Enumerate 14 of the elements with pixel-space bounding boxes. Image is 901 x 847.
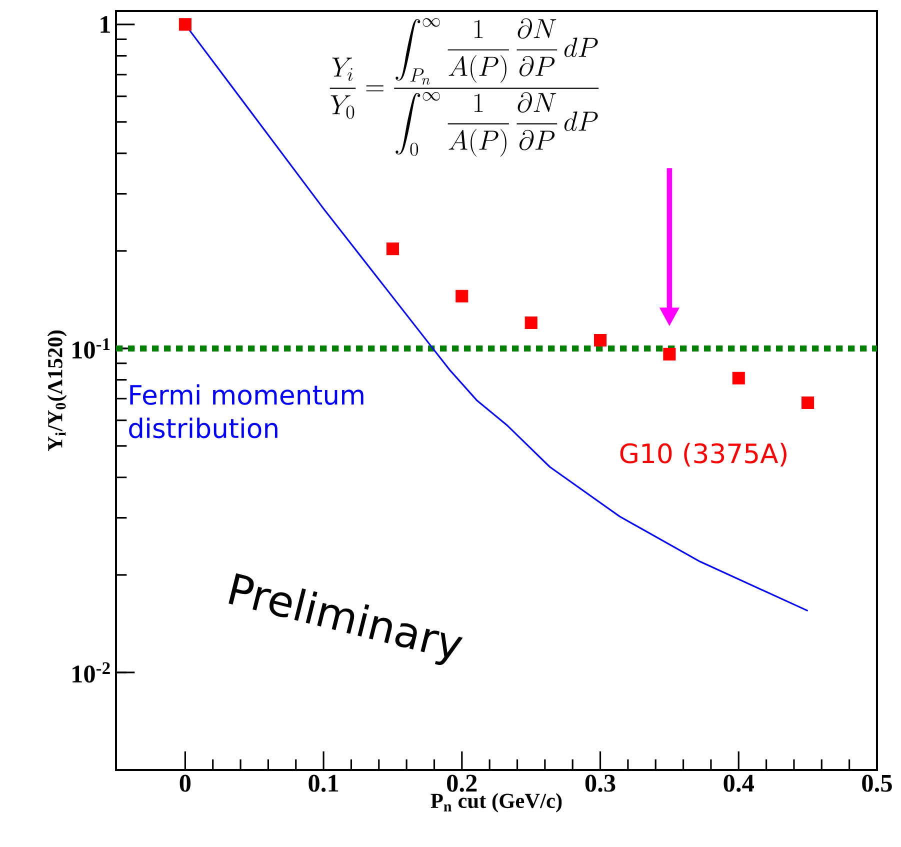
x-tick-label: 0.2 [447,774,477,792]
x-tick-label: 0.5 [862,774,892,792]
x-tick-label: 0.3 [585,774,616,792]
x-tick-label: 0.1 [308,774,338,792]
series-label: G10 (3375A) [620,442,786,467]
y-tick-label: 10$^{-2}$ [72,662,110,683]
text: Fermi momentum distribution [129,384,364,438]
y-tick-label: 1 [100,16,110,33]
y-axis-title: Y$_{i}$/Y$_{0}$(Λ1520) [47,330,67,452]
annotation: $\dfrac{Y_i}{Y_0}=\dfrac{\displaystyle\int_{P_n}^{\infty}\dfrac{1}{A(P)}\,\dfrac{\partial N}{\partial P}\,dP}{\displaystyle\int_{0}^{\infty}\dfrac{1}{A(P)}\,\dfrac{\partial N}{\partial P}\,dP}$ [330,18,599,157]
x-tick-label: 0 [180,774,191,792]
x-axis-title: P$_{n}$ cut (GeV/c) [430,793,562,812]
x-tick-label: 0.4 [724,774,754,792]
y-tick-label: 10$^{-1}$ [72,338,110,359]
